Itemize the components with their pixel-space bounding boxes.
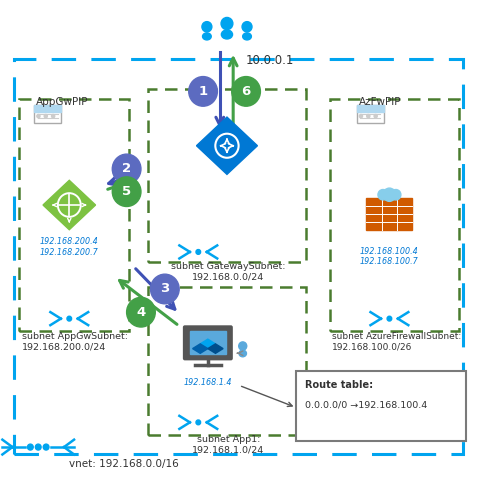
Polygon shape	[192, 344, 208, 353]
Circle shape	[242, 22, 252, 32]
Circle shape	[239, 342, 247, 350]
Text: 4: 4	[136, 306, 145, 319]
Polygon shape	[208, 344, 223, 353]
Text: 10.0.0.1: 10.0.0.1	[246, 54, 295, 67]
Text: 192.168.200.4
192.168.200.7: 192.168.200.4 192.168.200.7	[40, 237, 99, 256]
Circle shape	[112, 177, 141, 206]
Text: 192.168.100.4
192.168.100.7: 192.168.100.4 192.168.100.7	[360, 247, 419, 266]
Text: AzFwPIP: AzFwPIP	[359, 97, 402, 107]
Bar	[34, 105, 61, 123]
Circle shape	[37, 115, 40, 118]
Bar	[329, 99, 459, 331]
Circle shape	[232, 77, 260, 106]
Bar	[190, 331, 226, 354]
Text: subnet AzureFirewallSubnet:
192.168.100.0/26: subnet AzureFirewallSubnet: 192.168.100.…	[332, 332, 462, 351]
Text: subnet App1:
192.168.1.0/24: subnet App1: 192.168.1.0/24	[192, 435, 265, 454]
Circle shape	[383, 188, 396, 202]
Circle shape	[196, 420, 201, 425]
Bar	[19, 99, 129, 331]
Ellipse shape	[221, 30, 233, 39]
Text: 0.0.0.0/0 →192.168.100.4: 0.0.0.0/0 →192.168.100.4	[305, 400, 427, 409]
Text: vnet: 192.168.0.0/16: vnet: 192.168.0.0/16	[69, 459, 179, 469]
Polygon shape	[196, 117, 257, 174]
Circle shape	[127, 297, 155, 327]
Circle shape	[27, 444, 33, 450]
Text: 192.168.1.4: 192.168.1.4	[184, 378, 232, 387]
Text: 1: 1	[198, 85, 208, 98]
Text: 6: 6	[242, 85, 251, 98]
Circle shape	[67, 316, 72, 321]
Text: 2: 2	[122, 163, 131, 175]
Text: Route table:: Route table:	[305, 380, 373, 390]
Circle shape	[151, 274, 179, 304]
Circle shape	[52, 115, 55, 118]
Circle shape	[189, 77, 218, 106]
Circle shape	[112, 154, 141, 184]
Circle shape	[221, 17, 233, 30]
Ellipse shape	[243, 33, 251, 40]
Bar	[357, 105, 383, 112]
Circle shape	[391, 190, 401, 200]
Circle shape	[387, 316, 392, 321]
Circle shape	[43, 444, 49, 450]
Circle shape	[378, 190, 388, 200]
FancyBboxPatch shape	[183, 326, 233, 361]
Text: subnet GatewaySubnet:
192.168.0.0/24: subnet GatewaySubnet: 192.168.0.0/24	[171, 262, 286, 281]
Text: subnet AppGwSubnet:
192.168.200.0/24: subnet AppGwSubnet: 192.168.200.0/24	[22, 332, 128, 351]
Bar	[34, 105, 61, 112]
Circle shape	[44, 115, 47, 118]
Circle shape	[367, 115, 370, 118]
Text: 5: 5	[122, 185, 131, 198]
Ellipse shape	[239, 350, 246, 357]
Bar	[357, 105, 383, 123]
Circle shape	[374, 115, 377, 118]
Text: 3: 3	[160, 283, 169, 295]
Polygon shape	[43, 180, 96, 230]
Bar	[296, 371, 466, 441]
Circle shape	[196, 249, 201, 254]
Text: AppGwPIP: AppGwPIP	[36, 97, 88, 107]
Circle shape	[359, 115, 362, 118]
Polygon shape	[200, 339, 216, 349]
Bar	[366, 198, 412, 230]
Ellipse shape	[203, 33, 211, 40]
Bar	[148, 89, 306, 262]
Circle shape	[35, 444, 41, 450]
Bar	[14, 59, 464, 454]
Circle shape	[202, 22, 212, 32]
Bar	[148, 287, 306, 435]
